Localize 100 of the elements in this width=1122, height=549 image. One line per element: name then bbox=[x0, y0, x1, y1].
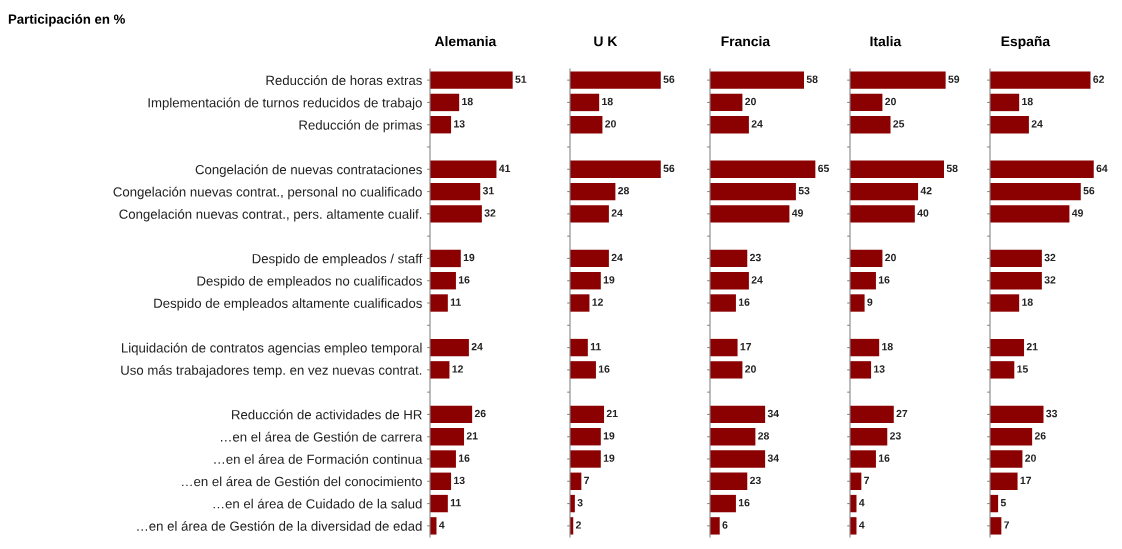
data-label: 21 bbox=[1026, 342, 1038, 351]
data-label: 21 bbox=[466, 432, 478, 440]
data-label: 28 bbox=[618, 186, 630, 195]
data-label: 13 bbox=[874, 365, 885, 373]
data-label: 17 bbox=[740, 343, 752, 351]
data-label: 24 bbox=[1031, 120, 1043, 128]
bar bbox=[850, 249, 883, 268]
y-tick-label: Despido de empleados no cualificados bbox=[197, 275, 422, 289]
bar bbox=[990, 71, 1091, 89]
y-tick-label: Despido de empleados altamente cualificados bbox=[154, 298, 422, 311]
bar bbox=[430, 71, 513, 89]
bar bbox=[430, 182, 481, 201]
bar bbox=[570, 93, 600, 112]
bar bbox=[850, 405, 894, 424]
bar bbox=[710, 93, 743, 112]
data-label: 9 bbox=[867, 298, 873, 306]
y-tick-label: Congelación nuevas contrat., personal no cualificado bbox=[113, 186, 422, 200]
y-tick-label: Congelación nuevas contrat., pers. altamente cualif. bbox=[119, 209, 422, 222]
data-label: 34 bbox=[767, 454, 779, 462]
data-label: 4 bbox=[859, 521, 865, 529]
data-label: 18 bbox=[882, 342, 893, 351]
bar bbox=[710, 294, 736, 312]
data-label: 32 bbox=[1044, 276, 1056, 284]
bar bbox=[570, 338, 588, 357]
data-label: 16 bbox=[878, 276, 890, 284]
bar bbox=[710, 71, 805, 89]
chart-title: Francia bbox=[721, 36, 771, 47]
bar bbox=[430, 205, 482, 223]
data-label: 19 bbox=[603, 432, 615, 440]
data-label: 18 bbox=[602, 97, 613, 106]
y-tick-label: Reducción de horas extras bbox=[266, 75, 422, 86]
bar bbox=[570, 405, 605, 424]
bar bbox=[990, 205, 1070, 223]
bar bbox=[990, 272, 1042, 290]
data-label: 7 bbox=[584, 476, 590, 484]
bar bbox=[850, 272, 876, 290]
data-label: 41 bbox=[498, 164, 511, 172]
bar bbox=[430, 472, 452, 490]
data-label: 5 bbox=[1000, 499, 1006, 507]
data-label: 16 bbox=[458, 454, 470, 462]
data-label: 24 bbox=[751, 120, 763, 128]
y-tick-label: Congelación de nuevas contrataciones bbox=[195, 164, 422, 177]
bar bbox=[990, 338, 1025, 357]
bar bbox=[710, 205, 790, 223]
data-label: 20 bbox=[885, 253, 896, 262]
bar bbox=[570, 182, 616, 201]
bar bbox=[990, 249, 1042, 268]
data-label: 15 bbox=[1017, 365, 1028, 373]
bar bbox=[710, 517, 720, 535]
text: Participación en % bbox=[8, 14, 125, 27]
bar bbox=[850, 71, 946, 89]
bar bbox=[850, 450, 876, 468]
bar bbox=[570, 116, 603, 134]
data-label: 59 bbox=[948, 75, 960, 83]
bar bbox=[570, 272, 601, 290]
data-label: 42 bbox=[920, 186, 932, 195]
data-label: 20 bbox=[605, 120, 616, 128]
bar bbox=[430, 338, 469, 357]
data-label: 21 bbox=[606, 409, 618, 418]
bar bbox=[990, 428, 1033, 446]
y-tick-label: Implementación de turnos reducidos de trabajo bbox=[148, 97, 422, 111]
bar bbox=[850, 93, 883, 112]
data-label: 4 bbox=[439, 521, 445, 529]
data-label: 11 bbox=[590, 343, 601, 351]
data-label: 11 bbox=[450, 499, 461, 507]
bar bbox=[430, 93, 460, 112]
bar bbox=[430, 405, 473, 424]
bar bbox=[430, 272, 456, 290]
data-label: 24 bbox=[751, 276, 763, 284]
bar bbox=[850, 116, 891, 134]
data-label: 26 bbox=[1034, 432, 1046, 440]
data-label: 27 bbox=[896, 409, 908, 418]
data-label: 19 bbox=[603, 454, 615, 462]
bar bbox=[430, 450, 456, 468]
data-label: 20 bbox=[885, 97, 896, 106]
y-tick-label: Liquidación de contratos agencias empleo temporal bbox=[122, 342, 422, 356]
data-label: 33 bbox=[1046, 409, 1058, 418]
bar bbox=[990, 294, 1020, 312]
bar bbox=[570, 294, 590, 312]
bar bbox=[990, 116, 1029, 134]
data-label: 13 bbox=[454, 476, 465, 485]
data-label: 20 bbox=[745, 97, 756, 106]
bar bbox=[990, 182, 1081, 201]
bar bbox=[710, 494, 736, 513]
data-label: 24 bbox=[611, 209, 623, 217]
data-label: 25 bbox=[893, 120, 905, 128]
y-tick-label: …en el área de Gestión del conocimiento bbox=[182, 476, 422, 487]
y-tick-label: Despido de empleados / staff bbox=[252, 253, 423, 266]
data-label: 34 bbox=[767, 409, 779, 418]
data-label: 2 bbox=[575, 521, 581, 529]
bar bbox=[850, 361, 872, 379]
data-label: 58 bbox=[946, 164, 958, 173]
data-label: 12 bbox=[592, 298, 603, 306]
bar bbox=[430, 160, 497, 178]
data-label: 62 bbox=[1093, 75, 1105, 83]
data-label: 18 bbox=[1022, 97, 1033, 106]
data-label: 20 bbox=[745, 365, 756, 373]
bar bbox=[710, 450, 766, 468]
data-label: 16 bbox=[878, 454, 890, 462]
data-label: 19 bbox=[603, 276, 615, 284]
